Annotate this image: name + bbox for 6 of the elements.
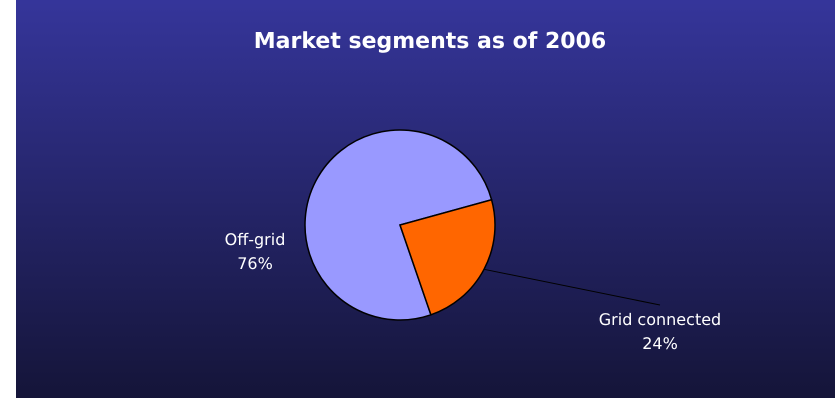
slice-label: Grid connected (598, 310, 722, 329)
data-label: 24% (642, 334, 678, 353)
chart-title: Market segments as of 2006 (254, 29, 606, 54)
slice-label: Off-grid (224, 230, 286, 249)
data-label: 76% (237, 254, 273, 273)
pie-slice (304, 129, 492, 321)
